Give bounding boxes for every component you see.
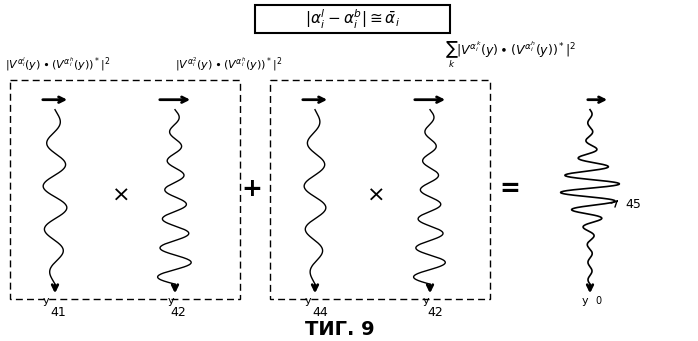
Text: +: +	[242, 177, 262, 202]
Text: 45: 45	[625, 198, 641, 211]
Text: 42: 42	[170, 306, 186, 319]
Bar	[270, 80, 490, 299]
Text: $|V^{\alpha^l_i}(y) \bullet (V^{\alpha^h_i}(y))^*|^2$: $|V^{\alpha^l_i}(y) \bullet (V^{\alpha^h…	[5, 56, 110, 73]
Text: ΤИГ. 9: ΤИГ. 9	[305, 320, 375, 339]
Text: 0: 0	[595, 296, 601, 306]
Text: $\times$: $\times$	[366, 184, 384, 204]
Text: y: y	[168, 296, 174, 306]
Text: 44: 44	[312, 306, 328, 319]
Text: =: =	[500, 177, 521, 202]
Bar	[10, 80, 240, 299]
Text: y: y	[582, 296, 588, 306]
Text: $|V^{\alpha^2_i}(y) \bullet (V^{\alpha^h_i}(y))^*|^2$: $|V^{\alpha^2_i}(y) \bullet (V^{\alpha^h…	[175, 56, 282, 73]
Text: $|\alpha^l_i - \alpha^b_i| \cong \bar{\alpha}_i$: $|\alpha^l_i - \alpha^b_i| \cong \bar{\a…	[305, 8, 400, 31]
Bar	[255, 5, 450, 33]
Text: $\sum_k |V^{\alpha^k_i}(y) \bullet (V^{\alpha^h_i}(y))^*|^2$: $\sum_k |V^{\alpha^k_i}(y) \bullet (V^{\…	[445, 40, 577, 70]
Text: y: y	[305, 296, 311, 306]
Text: y: y	[423, 296, 430, 306]
Text: $\times$: $\times$	[111, 184, 129, 204]
Text: 41: 41	[50, 306, 66, 319]
Text: y: y	[43, 296, 50, 306]
Text: 42: 42	[427, 306, 443, 319]
